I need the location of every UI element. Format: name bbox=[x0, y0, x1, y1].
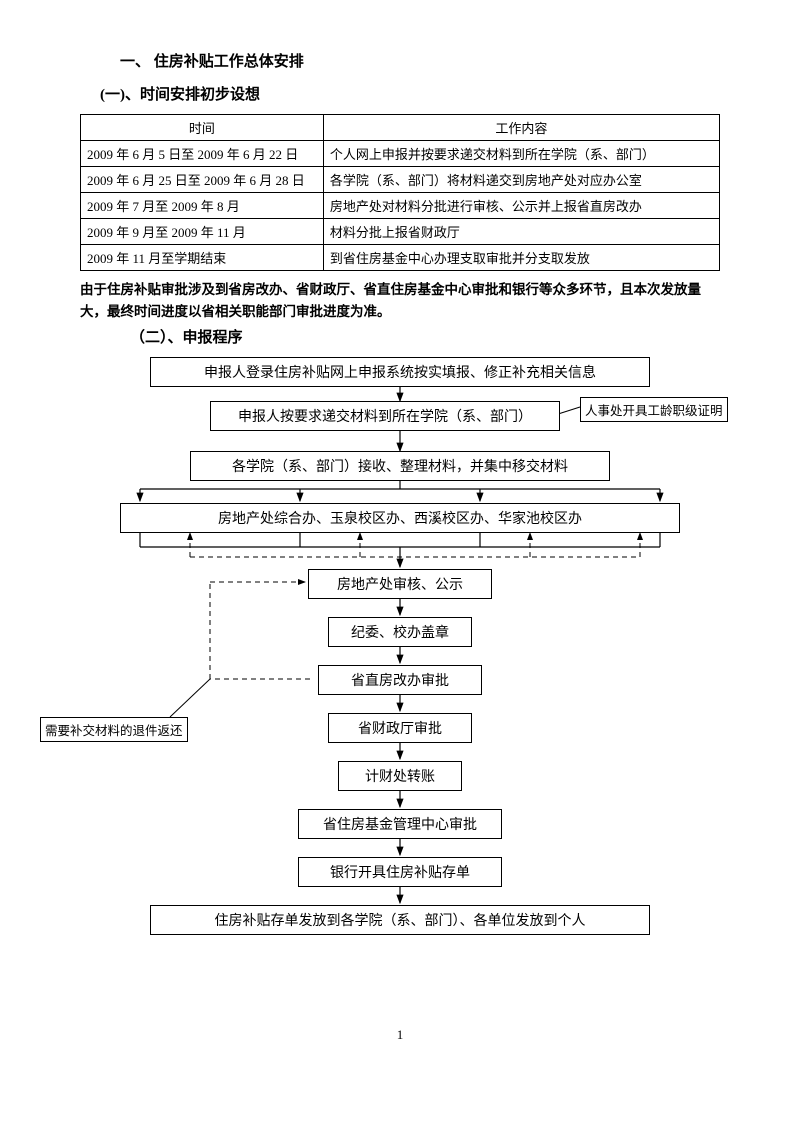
table-cell: 2009 年 11 月至学期结束 bbox=[81, 245, 324, 271]
heading-sub1: (一)、时间安排初步设想 bbox=[100, 83, 720, 104]
flow-node-12: 住房补贴存单发放到各学院（系、部门）、各单位发放到个人 bbox=[150, 905, 650, 935]
table-row: 2009 年 6 月 25 日至 2009 年 6 月 28 日各学院（系、部门… bbox=[81, 167, 720, 193]
table-cell: 材料分批上报省财政厅 bbox=[323, 219, 719, 245]
table-cell: 到省住房基金中心办理支取审批并分支取发放 bbox=[323, 245, 719, 271]
table-cell: 房地产处对材料分批进行审核、公示并上报省直房改办 bbox=[323, 193, 719, 219]
table-row: 2009 年 11 月至学期结束到省住房基金中心办理支取审批并分支取发放 bbox=[81, 245, 720, 271]
callout-return: 需要补交材料的退件返还 bbox=[40, 717, 188, 742]
table-cell: 2009 年 7 月至 2009 年 8 月 bbox=[81, 193, 324, 219]
flow-node-2: 申报人按要求递交材料到所在学院（系、部门） bbox=[210, 401, 560, 431]
table-row: 2009 年 9 月至 2009 年 11 月材料分批上报省财政厅 bbox=[81, 219, 720, 245]
page-number: 1 bbox=[80, 1027, 720, 1043]
flowchart: 申报人登录住房补贴网上申报系统按实填报、修正补充相关信息 申报人按要求递交材料到… bbox=[80, 357, 720, 997]
heading-sub2: （二）、申报程序 bbox=[130, 326, 720, 347]
flow-node-1: 申报人登录住房补贴网上申报系统按实填报、修正补充相关信息 bbox=[150, 357, 650, 387]
flow-node-10: 省住房基金管理中心审批 bbox=[298, 809, 502, 839]
flow-node-3: 各学院（系、部门）接收、整理材料，并集中移交材料 bbox=[190, 451, 610, 481]
flow-node-5: 房地产处审核、公示 bbox=[308, 569, 492, 599]
table-row: 2009 年 6 月 5 日至 2009 年 6 月 22 日个人网上申报并按要… bbox=[81, 141, 720, 167]
flow-node-7: 省直房改办审批 bbox=[318, 665, 482, 695]
table-cell: 个人网上申报并按要求递交材料到所在学院（系、部门） bbox=[323, 141, 719, 167]
callout-hr: 人事处开具工龄职级证明 bbox=[580, 397, 728, 422]
table-cell: 2009 年 6 月 5 日至 2009 年 6 月 22 日 bbox=[81, 141, 324, 167]
flow-node-8: 省财政厅审批 bbox=[328, 713, 472, 743]
table-cell: 各学院（系、部门）将材料递交到房地产处对应办公室 bbox=[323, 167, 719, 193]
note-text: 由于住房补贴审批涉及到省房改办、省财政厅、省直住房基金中心审批和银行等众多环节，… bbox=[80, 279, 720, 322]
table-cell: 2009 年 6 月 25 日至 2009 年 6 月 28 日 bbox=[81, 167, 324, 193]
heading-main: 一、 住房补贴工作总体安排 bbox=[120, 50, 720, 71]
table-cell: 2009 年 9 月至 2009 年 11 月 bbox=[81, 219, 324, 245]
flow-node-6: 纪委、校办盖章 bbox=[328, 617, 472, 647]
flow-node-9: 计财处转账 bbox=[338, 761, 462, 791]
table-row: 2009 年 7 月至 2009 年 8 月房地产处对材料分批进行审核、公示并上… bbox=[81, 193, 720, 219]
table-header-content: 工作内容 bbox=[323, 115, 719, 141]
flow-node-11: 银行开具住房补贴存单 bbox=[298, 857, 502, 887]
schedule-table: 时间 工作内容 2009 年 6 月 5 日至 2009 年 6 月 22 日个… bbox=[80, 114, 720, 271]
table-header-time: 时间 bbox=[81, 115, 324, 141]
flow-node-4: 房地产处综合办、玉泉校区办、西溪校区办、华家池校区办 bbox=[120, 503, 680, 533]
